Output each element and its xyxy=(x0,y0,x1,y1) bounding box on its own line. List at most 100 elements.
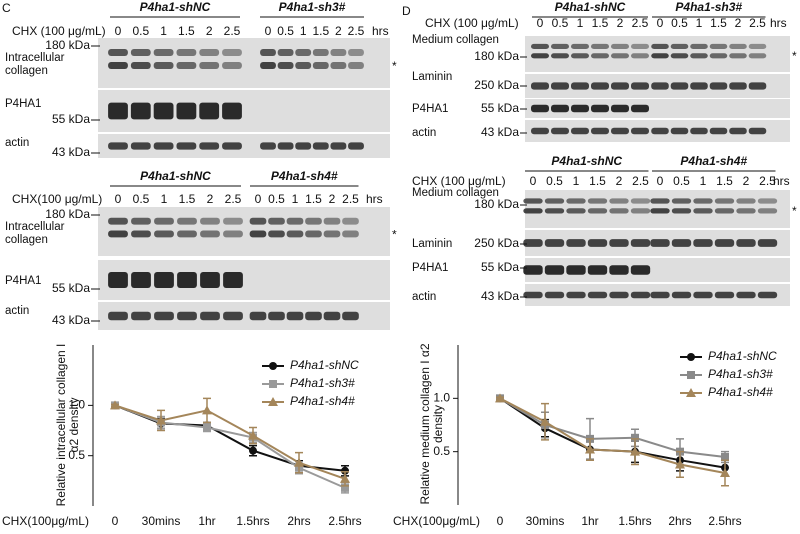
blot-band xyxy=(631,127,649,135)
x-tick-label: 2.5hrs xyxy=(708,514,741,528)
blot-band xyxy=(200,230,220,238)
blot-band xyxy=(249,311,267,321)
blot-band xyxy=(571,127,589,135)
blot-band xyxy=(177,217,197,225)
blot-band xyxy=(268,230,285,238)
band-note: * xyxy=(792,49,797,63)
time-label: 2 xyxy=(207,192,214,206)
band-note: * xyxy=(392,59,397,73)
blot-band xyxy=(523,265,543,275)
blot-band xyxy=(312,62,329,69)
kda-marker: 55 kDa xyxy=(481,101,519,115)
time-label: 1 xyxy=(700,174,707,188)
time-label: 0 xyxy=(115,192,122,206)
blot-band xyxy=(736,198,756,204)
kda-marker: 55 kDa xyxy=(52,281,90,295)
blot-band xyxy=(108,217,128,225)
time-label: 1.5 xyxy=(589,174,606,188)
time-label: 2 xyxy=(329,192,336,206)
blot-band xyxy=(670,127,689,135)
point xyxy=(203,423,211,432)
time-label: 2.5 xyxy=(348,24,365,38)
blot-band xyxy=(108,230,128,238)
blot-band xyxy=(591,53,609,59)
time-label: 2.5 xyxy=(759,174,776,188)
x-tick-label: 30mins xyxy=(142,514,181,528)
blot-band xyxy=(611,43,629,49)
blot-band xyxy=(222,49,242,56)
time-label: 0 xyxy=(265,24,272,38)
y-tick-label: 1.0 xyxy=(433,391,450,405)
time-label: 1.5 xyxy=(592,16,609,30)
blot-band xyxy=(630,239,651,247)
blot-band xyxy=(153,102,174,120)
point xyxy=(585,444,595,454)
row-name: actin xyxy=(412,291,437,303)
blot-band xyxy=(611,127,629,135)
x-tick-label: 1.5hrs xyxy=(618,514,651,528)
blot-band xyxy=(305,230,322,238)
blot-band xyxy=(130,142,151,150)
y-tick-label: 0.5 xyxy=(433,444,450,458)
blot-band xyxy=(312,142,329,150)
y-axis-label: Relative intracellular collagen I α2 den… xyxy=(54,343,81,506)
blot-band xyxy=(609,265,629,275)
series-line xyxy=(499,397,726,474)
row-name: actin xyxy=(5,137,30,149)
row-name: Intracellular collagen xyxy=(5,52,65,77)
blot-band xyxy=(709,127,728,135)
kda-marker: 250 kDa xyxy=(474,78,519,92)
blot-band xyxy=(531,127,549,135)
blot-band xyxy=(671,198,692,204)
time-label: 1.5 xyxy=(716,174,733,188)
blot-band xyxy=(531,53,549,59)
blot-band xyxy=(566,208,586,214)
blot-band xyxy=(736,208,756,214)
blot-band xyxy=(631,53,649,59)
time-label: 0.5 xyxy=(552,16,569,30)
kda-marker: 180 kDa xyxy=(474,49,519,63)
blot-band xyxy=(690,53,708,59)
time-label: 0.5 xyxy=(277,24,294,38)
blot-band xyxy=(130,102,151,120)
kda-marker: 180 kDa xyxy=(45,38,90,52)
x-axis-label: CHX(100μg/mL) xyxy=(393,514,480,528)
band-note: * xyxy=(392,228,397,242)
blot-band xyxy=(176,49,197,56)
blot-band xyxy=(690,82,708,90)
blot-band xyxy=(277,142,294,150)
y-axis-label: Relative medium collagen I α2 density xyxy=(418,343,445,505)
blot-band xyxy=(729,82,747,90)
time-label: 0 xyxy=(255,192,262,206)
chx-label: CHX (100 μg/mL) xyxy=(412,174,506,188)
blot-band xyxy=(690,127,708,135)
band-note: * xyxy=(792,204,797,218)
time-label: 1.5 xyxy=(305,192,322,206)
series-line xyxy=(114,404,346,472)
legend-label: P4ha1-sh3# xyxy=(708,367,773,381)
point xyxy=(202,405,212,415)
time-label: 2.5 xyxy=(225,192,242,206)
point xyxy=(110,400,120,410)
x-axis-label: CHX(100μg/mL) xyxy=(2,514,89,528)
legend-label: P4ha1-sh4# xyxy=(708,385,773,399)
blot-band xyxy=(523,208,543,214)
blot-band xyxy=(551,53,569,59)
blot-band xyxy=(544,198,565,204)
blot-band xyxy=(130,62,151,69)
time-label: 2 xyxy=(206,24,213,38)
blot-band xyxy=(295,49,312,56)
blot-band xyxy=(611,53,629,59)
blot-row xyxy=(525,258,790,282)
blot-band xyxy=(571,53,589,59)
blot-band xyxy=(591,127,609,135)
blot-band xyxy=(108,49,128,56)
blot-band xyxy=(223,311,243,321)
blot-band xyxy=(587,208,608,214)
time-label: 0 xyxy=(657,174,664,188)
time-label: 2 xyxy=(735,16,742,30)
blot-band xyxy=(223,272,243,288)
x-tick-label: 1.5hrs xyxy=(236,514,269,528)
blot-band xyxy=(199,62,220,69)
x-tick-label: 30mins xyxy=(526,514,565,528)
